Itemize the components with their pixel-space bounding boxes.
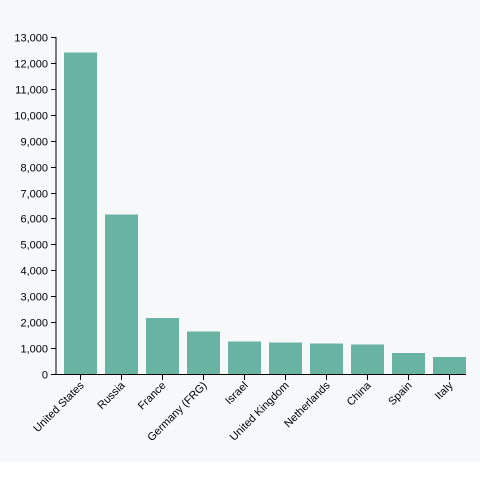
bar [105, 214, 138, 374]
y-tick-label: 13,000 [14, 33, 48, 45]
y-tick-label: 4,000 [20, 266, 48, 278]
y-tick-label: 10,000 [14, 111, 48, 123]
y-axis: 0 1,000 2,000 3,000 4,000 5,000 6,000 7,000 8,00… [14, 33, 57, 382]
y-tick-label: 1,000 [20, 344, 48, 356]
x-tick-label: Italy [433, 379, 456, 402]
y-tick-label: 3,000 [20, 292, 48, 304]
bottom-band [0, 462, 480, 480]
y-tick-label: 5,000 [20, 240, 48, 252]
y-tick-label: 0 [42, 370, 48, 382]
x-tick-label: Russia [95, 379, 128, 412]
bar [64, 52, 97, 375]
chart-frame: 0 1,000 2,000 3,000 4,000 5,000 6,000 7,000 8,00… [14, 32, 466, 444]
x-tick-label: France [136, 380, 169, 413]
bar [269, 342, 302, 374]
x-tick-label: China [345, 379, 374, 408]
bar [433, 356, 466, 374]
bar [392, 352, 425, 374]
bar-chart: 0 1,000 2,000 3,000 4,000 5,000 6,000 7,000 8,00… [14, 33, 466, 444]
x-tick-label: Israel [223, 380, 251, 408]
y-tick-label: 11,000 [15, 85, 48, 97]
y-tick-label: 2,000 [20, 318, 48, 330]
bars [64, 52, 466, 375]
y-tick-label: 8,000 [20, 163, 48, 175]
y-tick-label: 12,000 [14, 59, 48, 71]
y-tick-label: 7,000 [20, 189, 48, 201]
bar [228, 341, 261, 374]
bar [146, 317, 179, 374]
y-tick-label: 6,000 [20, 214, 48, 226]
x-tick-label: United States [31, 379, 87, 435]
bar [351, 344, 384, 374]
bar [187, 331, 220, 374]
x-tick-label: Spain [386, 380, 414, 408]
bar [310, 343, 343, 374]
y-tick-label: 9,000 [20, 137, 48, 149]
